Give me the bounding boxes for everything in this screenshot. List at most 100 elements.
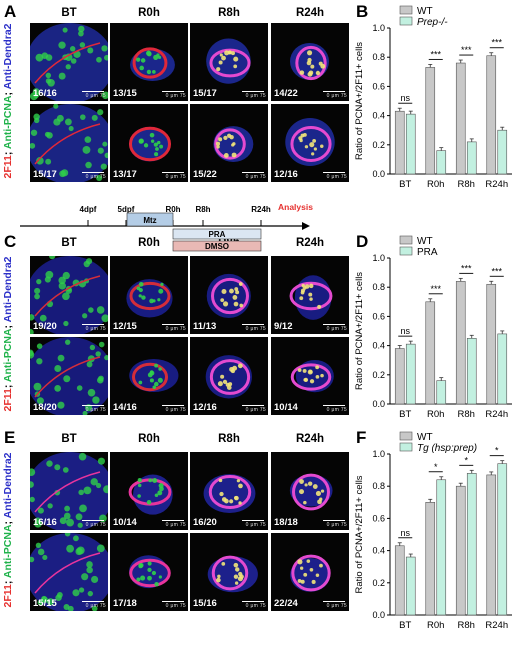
cell-count: 15/17 (33, 169, 57, 180)
y-tick-label: 0.6 (372, 81, 385, 91)
significance-label: * (464, 455, 468, 465)
scale-bar (323, 172, 345, 173)
cell-count: 16/16 (33, 88, 57, 99)
cell-count: 12/16 (274, 169, 298, 180)
cell-count: 19/20 (33, 321, 57, 332)
column-header-r24h: R24h (295, 7, 325, 19)
scale-bar (323, 91, 345, 92)
y-tick-label: 0.4 (372, 341, 385, 351)
stain-label-e: 2F11; Anti-PCNA; Anti-Dendra2 (2, 450, 14, 610)
scale-value: 75 (179, 93, 186, 99)
scale-unit: μm (170, 407, 179, 413)
micrograph-a-0-0: 16/16 0 μm 75 (30, 23, 108, 101)
micrograph-image (285, 118, 335, 166)
scale-unit: μm (250, 407, 259, 413)
micrograph-image (30, 256, 108, 334)
bar-R0h-1 (436, 380, 447, 405)
micrograph-e-1-1: 17/18 0 μm 75 (110, 533, 188, 611)
scale-text: 0 μm 75 (86, 603, 106, 609)
scale-bar (242, 520, 264, 521)
scale-value: 75 (99, 407, 106, 413)
micrograph-c-0-0: 19/20 0 μm 75 (30, 256, 108, 334)
micrograph-image (290, 42, 329, 81)
bar-R8h-1 (466, 473, 477, 616)
cell-count: 22/24 (274, 598, 298, 609)
y-tick-label: 0.6 (372, 311, 385, 321)
panel-label-f: F (356, 428, 367, 447)
scale-bar (242, 172, 264, 173)
scale-bar (82, 91, 104, 92)
scale-zero: 0 (165, 326, 169, 332)
cell-count: 17/18 (113, 598, 137, 609)
scale-unit: μm (331, 174, 340, 180)
scale-zero: 0 (245, 407, 249, 413)
scale-bar (162, 520, 184, 521)
scale-value: 75 (340, 174, 347, 180)
scale-unit: μm (331, 326, 340, 332)
cell-count: 15/15 (33, 598, 57, 609)
y-tick-label: 1.0 (372, 449, 385, 459)
bar-R0h-0 (425, 67, 436, 175)
panel-label-a: A (4, 2, 17, 21)
y-tick-label: 0.0 (372, 399, 385, 409)
scale-bar (162, 601, 184, 602)
scale-value: 75 (340, 407, 347, 413)
scale-text: 0 μm 75 (327, 174, 347, 180)
dmso-label: DMSO (205, 242, 229, 251)
legend-label: PRA (417, 247, 438, 258)
scale-unit: μm (170, 326, 179, 332)
micrograph-image (206, 273, 251, 319)
scale-text: 0 μm 75 (166, 93, 186, 99)
y-tick-label: 1.0 (372, 23, 385, 33)
column-header-r8h: R8h (218, 433, 240, 445)
scale-unit: μm (170, 93, 179, 99)
micrograph-e-0-2: 16/20 0 μm 75 (190, 452, 268, 530)
micrograph-a-1-3: 12/16 0 μm 75 (271, 104, 349, 182)
scale-text: 0 μm 75 (86, 522, 106, 528)
scale-unit: μm (170, 522, 179, 528)
y-tick-label: 0.4 (372, 546, 385, 556)
legend-label: Tg (hsp:prep) (417, 443, 477, 454)
column-header-r8h: R8h (218, 7, 240, 19)
scale-bar (323, 405, 345, 406)
significance-label: *** (491, 38, 502, 48)
scale-zero: 0 (85, 407, 89, 413)
stain-space (2, 578, 14, 581)
scale-bar (82, 601, 104, 602)
x-tick-label: R0h (427, 179, 444, 190)
scale-zero: 0 (326, 174, 330, 180)
cell-count: 16/16 (33, 517, 57, 528)
scale-value: 75 (99, 93, 106, 99)
cell-count: 13/15 (113, 88, 137, 99)
bar-chart-b: 0.0 0.2 0.4 0.6 0.8 1.0 Ratio of PCNA+/2F11+ c… (354, 5, 512, 190)
scale-unit: μm (90, 603, 99, 609)
treatment-timeline: 4dpf 5dpf R0h R8h R24h Mtz PRA DMSO Analysis (20, 202, 313, 252)
scale-text: 0 μm 75 (246, 326, 266, 332)
scale-value: 75 (259, 407, 266, 413)
legend-swatch (399, 431, 413, 441)
timeline-tick-label: R8h (195, 205, 210, 214)
stain-label-c: 2F11; Anti-PCNA; Anti-Dendra2 (2, 254, 14, 414)
scale-bar (162, 324, 184, 325)
scale-unit: μm (250, 603, 259, 609)
scale-value: 75 (179, 174, 186, 180)
bar-BT-0 (394, 110, 405, 175)
scale-value: 75 (259, 174, 266, 180)
timeline-tick-label: R24h (251, 205, 271, 214)
micrograph-image (205, 355, 252, 399)
bar-R24h-1 (497, 333, 508, 405)
micrograph-image (207, 555, 258, 593)
y-tick-label: 0.2 (372, 370, 385, 380)
column-header-bt: BT (61, 7, 77, 19)
scale-bar (162, 172, 184, 173)
panel-label-e: E (4, 428, 16, 447)
timeline-arrow (302, 222, 310, 230)
x-tick-label: R24h (485, 620, 508, 631)
micrograph-a-1-1: 13/17 0 μm 75 (110, 104, 188, 182)
y-tick-label: 0.4 (372, 111, 385, 121)
column-header-r24h: R24h (295, 237, 325, 249)
y-tick-label: 0.8 (372, 282, 385, 292)
cell-count: 15/17 (193, 88, 217, 99)
bar-R24h-0 (486, 55, 497, 175)
scale-value: 75 (179, 407, 186, 413)
